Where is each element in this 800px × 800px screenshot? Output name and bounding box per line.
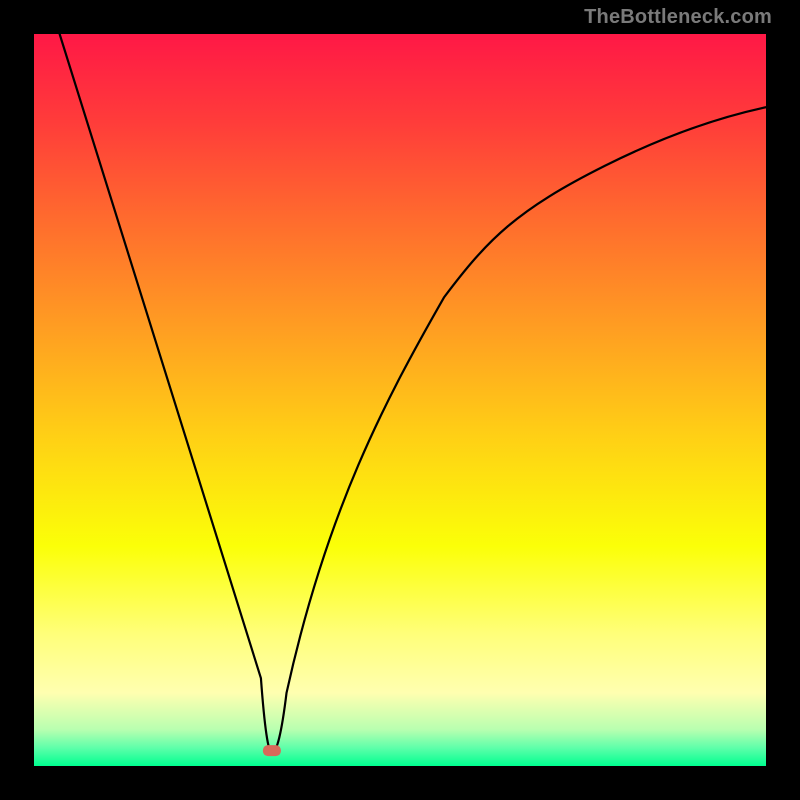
- watermark-text: TheBottleneck.com: [584, 6, 772, 29]
- chart-frame: TheBottleneck.com: [0, 0, 800, 800]
- chart-svg: [34, 34, 766, 766]
- plot-area: [34, 34, 766, 766]
- gradient-background: [34, 34, 766, 766]
- vertex-marker: [263, 745, 281, 756]
